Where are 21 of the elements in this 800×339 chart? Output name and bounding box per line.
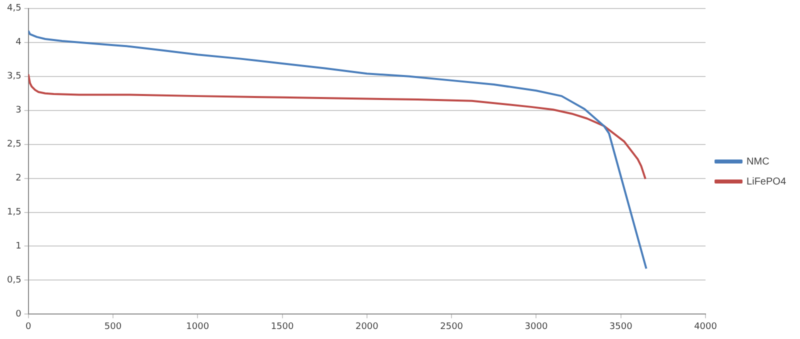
x-tick-label: 4000 bbox=[694, 322, 718, 332]
x-tick-label: 2000 bbox=[355, 322, 379, 332]
x-tick-label: 1000 bbox=[186, 322, 210, 332]
y-tick-label: 0 bbox=[16, 310, 22, 320]
y-tick-label: 0,5 bbox=[6, 276, 22, 286]
x-tick-label: 0 bbox=[25, 322, 32, 332]
legend-label: LiFePO4 bbox=[746, 176, 786, 188]
y-tick-label: 4,5 bbox=[6, 4, 22, 14]
x-tick-label: 2500 bbox=[440, 322, 464, 332]
x-tick-label: 500 bbox=[104, 322, 122, 332]
y-tick-label: 1 bbox=[16, 242, 22, 252]
x-tick-label: 3000 bbox=[524, 322, 548, 332]
x-tick-label: 1500 bbox=[270, 322, 294, 332]
x-tick-label: 3500 bbox=[609, 322, 633, 332]
y-tick-label: 2 bbox=[16, 174, 22, 184]
y-tick-label: 2,5 bbox=[6, 140, 22, 150]
y-tick-label: 1,5 bbox=[6, 208, 22, 218]
y-tick-label: 3,5 bbox=[6, 72, 22, 82]
y-tick-label: 3 bbox=[16, 106, 22, 116]
legend-label: NMC bbox=[746, 156, 770, 168]
y-tick-label: 4 bbox=[16, 38, 22, 48]
